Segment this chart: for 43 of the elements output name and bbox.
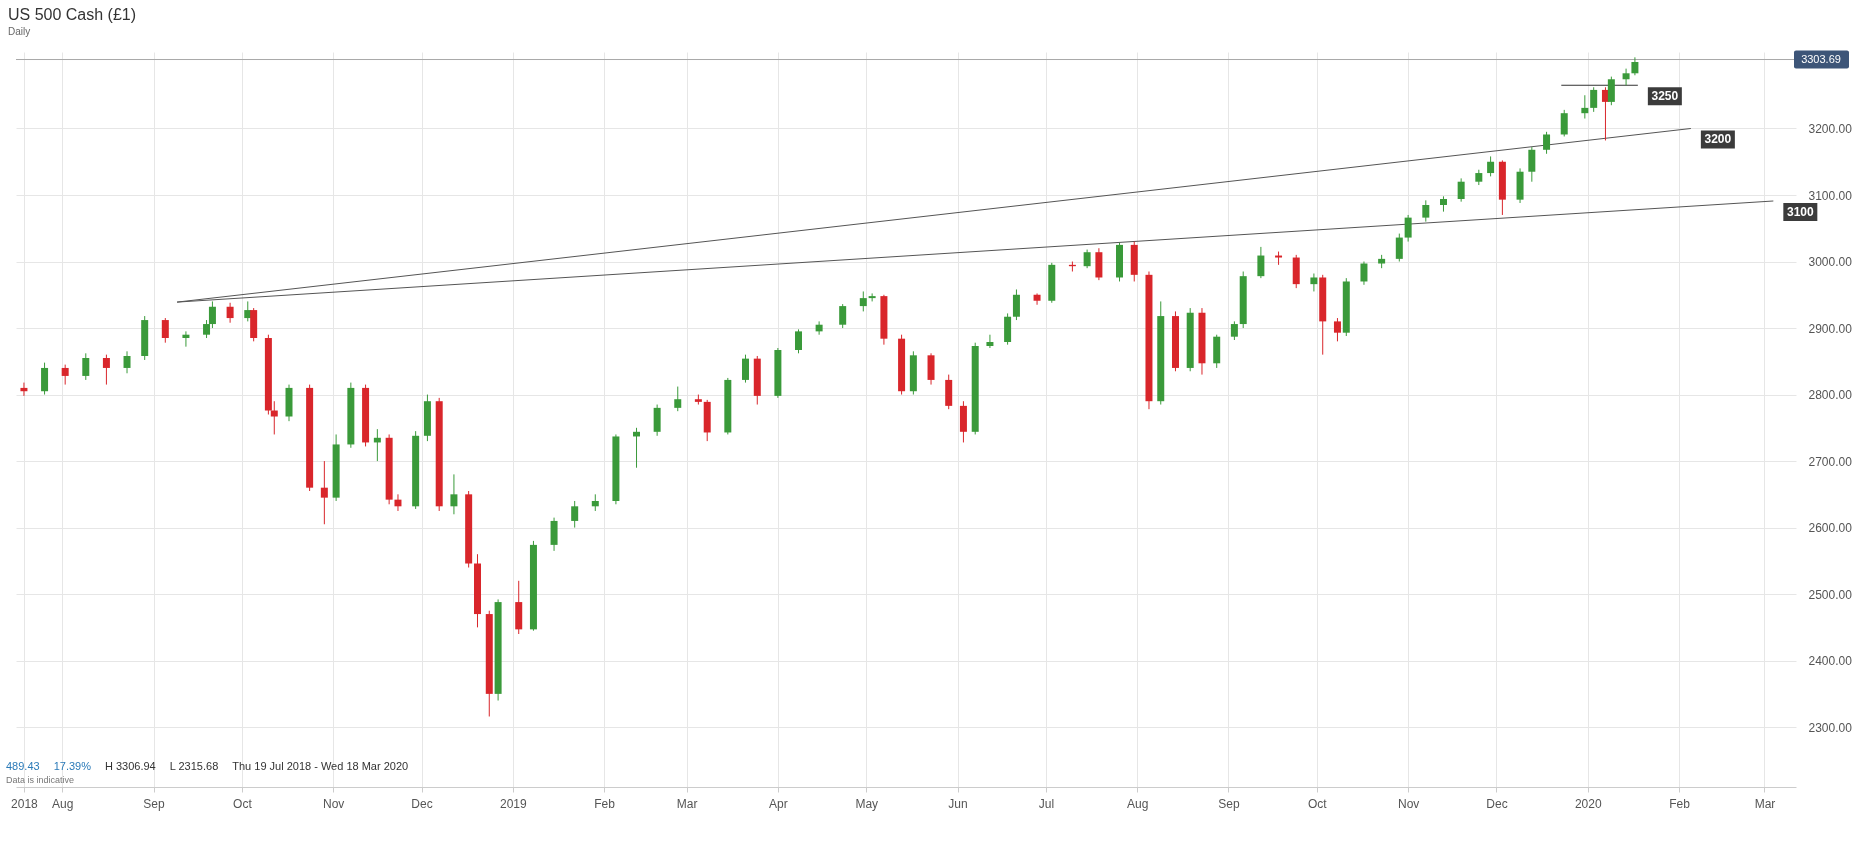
chart-subtitle: Daily bbox=[8, 26, 32, 37]
series-label: 3250 bbox=[1651, 89, 1679, 104]
annotation: 489.43 bbox=[6, 760, 40, 772]
x-tick-label: Jun bbox=[948, 796, 968, 811]
ref-line-label: 3303.69 bbox=[1801, 52, 1841, 65]
x-tick-label: Feb bbox=[594, 796, 616, 811]
series-label: 3200 bbox=[1704, 132, 1732, 147]
x-tick-label: Sep bbox=[1218, 796, 1240, 811]
y-tick-label: 2300.00 bbox=[1808, 720, 1853, 735]
y-tick-label: 2900.00 bbox=[1808, 321, 1853, 336]
y-tick-label: 3200.00 bbox=[1808, 121, 1853, 136]
x-tick-label: Mar bbox=[1754, 796, 1776, 811]
x-tick-label: Oct bbox=[1308, 796, 1328, 811]
x-tick-label: Sep bbox=[143, 796, 166, 811]
x-tick-label: Nov bbox=[1397, 796, 1420, 811]
series-label: 3100 bbox=[1786, 205, 1814, 219]
x-tick-label: Aug bbox=[52, 796, 74, 811]
x-tick-label: Oct bbox=[233, 796, 253, 811]
x-tick-label: Dec bbox=[411, 796, 433, 811]
annotation: Data is indicative bbox=[6, 775, 76, 785]
y-tick-label: 2700.00 bbox=[1808, 454, 1853, 469]
y-tick-label: 3000.00 bbox=[1808, 255, 1853, 270]
x-tick-label: May bbox=[855, 796, 879, 811]
x-tick-label: Jul bbox=[1038, 796, 1055, 811]
x-tick-label: 2019 bbox=[499, 796, 527, 811]
x-tick-label: 2020 bbox=[1574, 796, 1602, 811]
y-tick-label: 2500.00 bbox=[1808, 587, 1853, 602]
annotation: 17.39% bbox=[53, 760, 91, 772]
x-tick-label: Aug bbox=[1127, 796, 1149, 811]
y-tick-label: 3100.00 bbox=[1808, 188, 1853, 203]
x-tick-label: Feb bbox=[1669, 796, 1691, 811]
annotation: Thu 19 Jul 2018 - Wed 18 Mar 2020 bbox=[232, 760, 409, 772]
x-tick-label: 2018 bbox=[11, 796, 39, 811]
chart-title: US 500 Cash (£1) bbox=[8, 6, 137, 24]
y-tick-label: 2400.00 bbox=[1808, 654, 1853, 669]
y-tick-label: 2600.00 bbox=[1808, 521, 1853, 536]
y-tick-label: 2800.00 bbox=[1808, 388, 1853, 403]
annotation: H 3306.94 bbox=[104, 760, 156, 772]
annotation: L 2315.68 bbox=[169, 760, 219, 772]
x-tick-label: Nov bbox=[323, 796, 345, 811]
x-tick-label: Mar bbox=[676, 796, 698, 811]
x-tick-label: Apr bbox=[769, 796, 788, 811]
x-tick-label: Dec bbox=[1486, 796, 1508, 811]
